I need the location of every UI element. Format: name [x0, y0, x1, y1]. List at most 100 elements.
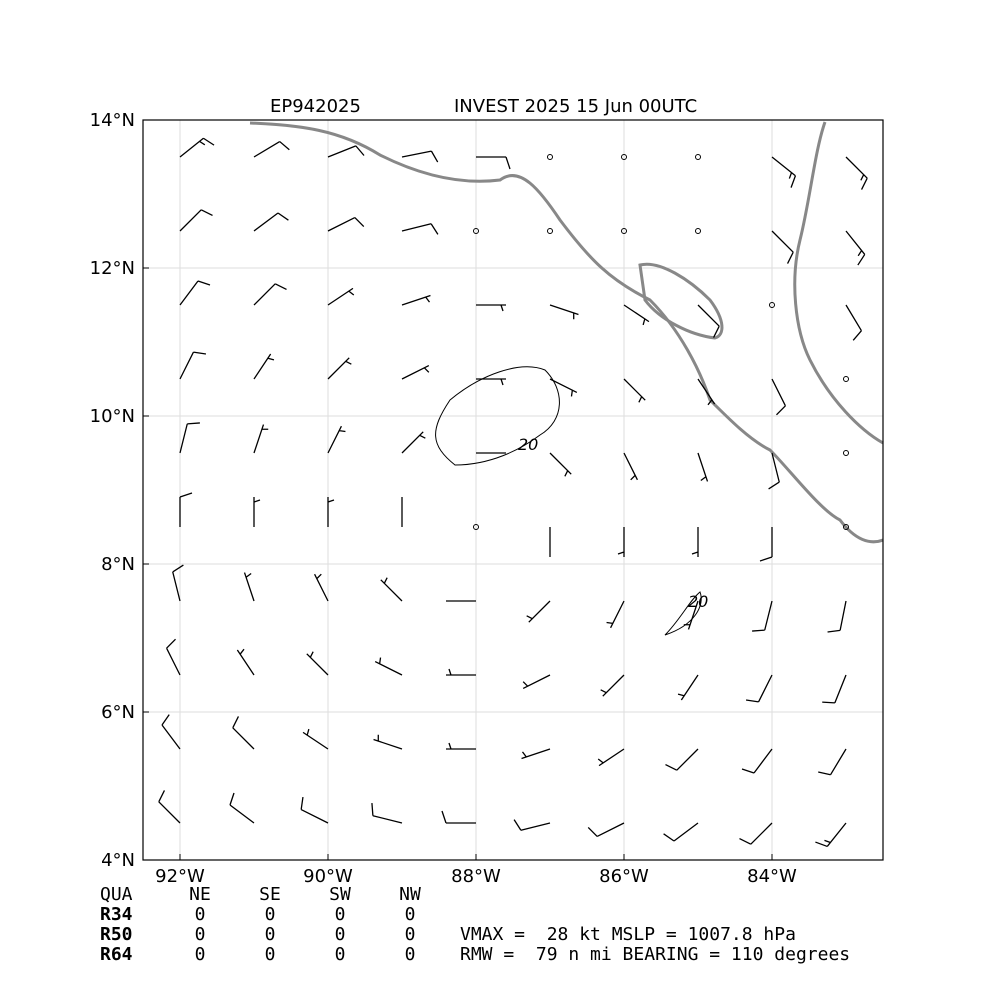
calm: [621, 228, 627, 234]
wind-barb: [549, 378, 578, 397]
wind-barb: [759, 527, 773, 562]
wind-barb: [752, 600, 773, 632]
summary-line: VMAX = 28 kt MSLP = 1007.8 hPa: [460, 924, 796, 945]
wind-barb: [401, 431, 426, 454]
wind-barb: [327, 357, 352, 380]
table-cell: 0: [335, 924, 346, 945]
calm: [695, 154, 701, 160]
wind-barb: [691, 527, 699, 557]
wind-barb: [697, 304, 720, 338]
wind-barb: [441, 810, 476, 824]
wind-barb: [302, 728, 329, 750]
table-cell: 0: [405, 944, 416, 965]
calm: [843, 376, 849, 382]
wind-barb: [587, 822, 625, 837]
wind-barb: [327, 217, 365, 232]
wind-barb: [232, 716, 255, 750]
wind-barb: [845, 230, 866, 266]
wind-barb: [521, 748, 551, 760]
wind-barb: [327, 425, 346, 454]
calm: [473, 228, 479, 234]
wind-barb: [476, 156, 511, 170]
wind-barb: [745, 674, 773, 703]
x-tick-label: 92°W: [155, 866, 205, 887]
x-tick-label: 90°W: [303, 866, 353, 887]
wind-barb: [597, 748, 625, 767]
y-tick-label: 12°N: [90, 258, 135, 279]
wind-barb: [253, 424, 269, 454]
wind-barb: [253, 353, 275, 380]
table-cell: 0: [265, 924, 276, 945]
calm: [621, 154, 627, 160]
table-cell: 0: [195, 904, 206, 925]
wind-barb: [768, 452, 780, 490]
wind-barb: [697, 378, 716, 406]
wind-barb: [617, 527, 625, 557]
wind-barb: [623, 452, 638, 481]
wind-barb: [179, 422, 200, 454]
calm: [695, 228, 701, 234]
wind-barb: [236, 648, 255, 676]
wind-barb: [327, 145, 365, 158]
wind-barb: [476, 378, 506, 386]
wind-barb: [827, 600, 847, 633]
wind-barb: [306, 651, 329, 676]
wind-barb: [845, 156, 868, 190]
wind-barb: [771, 156, 797, 188]
wind-barb: [380, 577, 403, 602]
wind-barb: [158, 790, 181, 824]
y-tick-label: 4°N: [101, 850, 135, 871]
wind-barb: [623, 304, 650, 326]
wind-barb: [401, 294, 431, 306]
wind-barb: [161, 714, 181, 750]
wind-barb: [522, 674, 551, 689]
table-cell: R64: [100, 944, 133, 965]
contour-label: 20: [518, 435, 538, 454]
wind-barb: [815, 822, 847, 848]
wind-barb: [229, 792, 255, 824]
wind-barb: [771, 230, 794, 264]
wind-barb: [845, 304, 862, 341]
wind-barb: [253, 141, 290, 158]
wind-barb: [243, 572, 255, 602]
wind-barb: [697, 452, 709, 482]
wind-barb: [741, 748, 773, 774]
wind-barb: [663, 822, 699, 842]
wind-barb: [314, 573, 329, 602]
contour: [435, 366, 560, 466]
calm: [843, 524, 849, 530]
wind-barb: [606, 600, 625, 629]
barbs: [158, 137, 868, 848]
wind-barb: [300, 796, 329, 824]
wind-barb: [446, 742, 476, 750]
table-cell: 0: [335, 904, 346, 925]
wind-barb: [446, 668, 476, 676]
x-tick-label: 86°W: [599, 866, 649, 887]
calm: [769, 302, 775, 308]
wind-barb: [677, 674, 699, 701]
table-header: NE: [189, 884, 211, 905]
wind-barb: [600, 674, 625, 697]
table-cell: 0: [195, 924, 206, 945]
wind-barb: [179, 492, 193, 527]
wind-barb: [401, 223, 439, 235]
y-tick-label: 6°N: [101, 702, 135, 723]
wind-barb: [327, 287, 355, 306]
y-tick-label: 8°N: [101, 554, 135, 575]
table-cell: 0: [335, 944, 346, 965]
wind-barb: [513, 819, 551, 831]
wind-barb: [166, 638, 181, 676]
wind-barb: [549, 304, 579, 320]
wind-barb: [179, 137, 215, 158]
wind-barb: [665, 748, 699, 771]
table-header: QUA: [100, 884, 133, 905]
title-left: EP942025: [270, 96, 361, 117]
table-header: SE: [259, 884, 281, 905]
y-tick-label: 14°N: [90, 110, 135, 131]
wind-barb: [739, 822, 773, 845]
wind-barb: [253, 283, 287, 306]
x-tick-label: 84°W: [747, 866, 797, 887]
